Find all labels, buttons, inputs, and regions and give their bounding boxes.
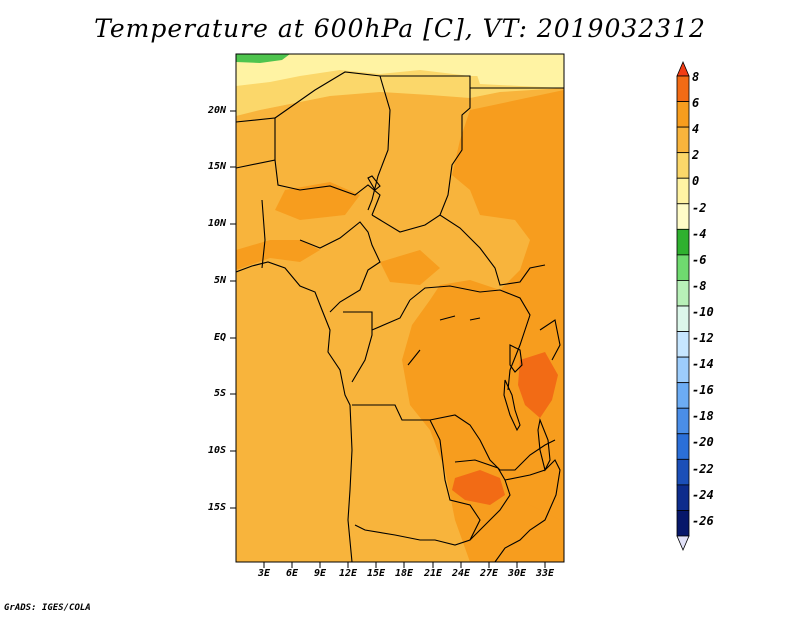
colorbar-swatch [676, 177, 690, 205]
lake-outline [503, 379, 521, 432]
border-lines [539, 319, 561, 361]
lat-label-10s: 10S [207, 445, 226, 456]
lat-label-15s: 15S [207, 502, 226, 513]
border-lines [352, 404, 481, 546]
colorbar-label: 4 [692, 122, 700, 137]
temperature-field [236, 54, 564, 562]
colorbar-swatch [676, 484, 690, 511]
border-lines [236, 117, 276, 169]
border-lines [494, 459, 561, 562]
west-africa-coastline [236, 261, 353, 562]
lon-label-9e: 9E [313, 568, 327, 579]
colorbar-label: -14 [692, 357, 714, 372]
lon-label-24e: 24E [451, 568, 471, 579]
river-outline [407, 315, 481, 366]
map-frame [235, 53, 565, 563]
field-band-m6-m4 [236, 54, 290, 63]
lat-label-20n: 20N [207, 105, 226, 116]
lon-label-33e: 33E [535, 568, 555, 579]
colorbar-swatch [676, 203, 690, 230]
colorbar-label: -8 [692, 278, 707, 293]
field-band-4-6 [236, 240, 320, 270]
field-band-4-6 [402, 90, 564, 562]
lon-label-6e: 6E [285, 568, 299, 579]
lake-outline [537, 418, 551, 472]
lon-label-3e: 3E [257, 568, 271, 579]
border-lines [261, 199, 266, 269]
colorbar-label: -22 [692, 461, 714, 476]
field-band-m2-0 [470, 54, 564, 88]
lon-label-12e: 12E [338, 568, 358, 579]
border-lines [409, 285, 531, 391]
border-lines [429, 414, 556, 471]
lat-tick-marks [230, 110, 236, 509]
colorbar-label: -26 [692, 513, 714, 528]
colorbar-label: 0 [692, 174, 700, 189]
colorbar-swatch [676, 331, 690, 358]
colorbar-label: -20 [692, 435, 714, 450]
colorbar-bottom-arrow [676, 535, 690, 552]
colorbar-label: -16 [692, 383, 714, 398]
lon-label-21e: 21E [423, 568, 443, 579]
credit-text: GrADS: IGES/COLA [4, 603, 91, 613]
lon-label-15e: 15E [366, 568, 386, 579]
border-lines [371, 214, 546, 286]
colorbar-swatch [676, 254, 690, 281]
field-band-4-6 [470, 500, 564, 562]
colorbar-swatch [676, 356, 690, 384]
border-lines [454, 459, 511, 541]
lon-tick-marks [263, 562, 546, 568]
colorbar-swatch [676, 280, 690, 307]
field-band-6-8 [452, 470, 505, 505]
coastlines-and-borders [236, 71, 564, 562]
colorbar-swatch [676, 458, 690, 486]
field-band-4-6 [380, 250, 440, 285]
colorbar-swatch [676, 382, 690, 409]
lon-label-18e: 18E [394, 568, 414, 579]
colorbar-swatch [676, 228, 690, 256]
colorbar-swatch [676, 101, 690, 128]
colorbar-label: -4 [692, 226, 707, 241]
colorbar-label: -2 [692, 200, 707, 215]
lake-outline [367, 175, 381, 191]
lon-label-30e: 30E [507, 568, 527, 579]
colorbar-swatch [676, 407, 690, 435]
colorbar-swatch [676, 510, 690, 537]
colorbar-swatch [676, 152, 690, 179]
colorbar-label: -12 [692, 331, 714, 345]
colorbar [676, 60, 690, 552]
colorbar-label: 2 [692, 148, 700, 163]
border-lines [299, 221, 381, 313]
field-band-6-8 [518, 352, 558, 418]
border-lines [371, 299, 411, 331]
lat-label-5n: 5N [213, 275, 226, 286]
colorbar-label: -24 [692, 487, 714, 502]
colorbar-label: 8 [692, 70, 700, 84]
colorbar-label: -10 [692, 304, 714, 319]
colorbar-label: 6 [692, 96, 700, 111]
lat-label-10n: 10N [207, 218, 226, 229]
colorbar-top-arrow [676, 60, 690, 77]
field-band-4-6 [275, 182, 360, 220]
border-lines [380, 75, 471, 216]
colorbar-swatch [676, 433, 690, 460]
map-title: Temperature at 600hPa [C], VT: 201903231… [94, 14, 706, 43]
colorbar-label: -6 [692, 252, 707, 267]
colorbar-swatch [676, 75, 690, 102]
border-lines [274, 159, 381, 216]
colorbar-swatch [676, 305, 690, 332]
border-lines [343, 311, 373, 383]
lat-label-5s: 5S [213, 388, 226, 399]
colorbar-label: -18 [692, 409, 714, 424]
border-lines [274, 71, 391, 211]
lon-label-27e: 27E [479, 568, 499, 579]
colorbar-swatch [676, 126, 690, 154]
lat-label-15n: 15N [207, 161, 226, 172]
lat-label-eq: EQ [213, 332, 226, 343]
lake-outline [509, 344, 523, 373]
